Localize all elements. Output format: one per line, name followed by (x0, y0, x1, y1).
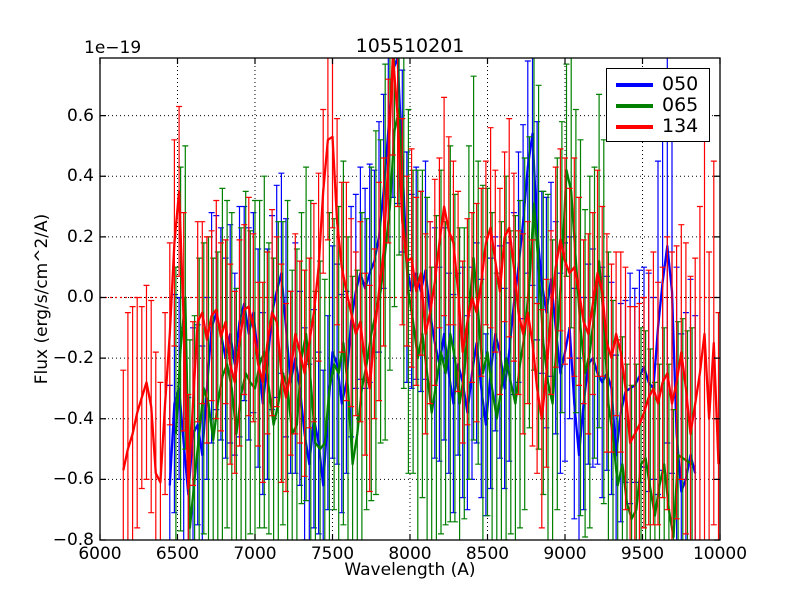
x-tick-label: 8500 (465, 544, 510, 564)
y-tick-label: 0.0 (66, 287, 94, 308)
y-tick-label: 0.4 (66, 166, 94, 187)
legend-line-sample-red (616, 124, 653, 129)
x-tick-label: 8000 (388, 544, 432, 564)
legend-label: 065 (662, 94, 699, 116)
legend-entry-134: 134 (607, 116, 709, 137)
tick-marks (99, 58, 721, 541)
x-tick-label: 6000 (78, 544, 122, 564)
x-tick-label: 9500 (620, 544, 665, 564)
x-tick-label: 7500 (310, 544, 355, 564)
legend-line-sample-green (616, 103, 653, 108)
x-axis-label: Wavelength (A) (344, 560, 476, 580)
legend-label: 134 (662, 115, 699, 137)
series-line-065 (174, 108, 693, 539)
y-tick-label: 0.6 (66, 105, 94, 126)
legend-entry-065: 065 (607, 95, 709, 116)
chart-title: 105510201 (355, 35, 465, 57)
x-tick-label: 10000 (692, 544, 748, 564)
x-tick-label: 9000 (543, 544, 587, 564)
series-line-134 (122, 58, 720, 490)
legend-entry-050: 050 (607, 74, 709, 95)
y-tick-label: −0.2 (52, 348, 94, 369)
y-axis-offset-label: 1e−19 (84, 38, 142, 58)
y-tick-label: −0.6 (52, 469, 94, 490)
y-tick-label: 0.2 (66, 226, 94, 247)
x-tick-label: 7000 (233, 544, 277, 564)
legend-label: 050 (662, 73, 699, 95)
x-tick-label: 6500 (155, 544, 200, 564)
y-tick-label: −0.4 (52, 408, 94, 429)
series-layer (120, 58, 720, 540)
legend: 050 065 134 (606, 68, 710, 142)
y-tick-label: −0.8 (52, 530, 94, 550)
legend-line-sample-blue (616, 82, 653, 87)
